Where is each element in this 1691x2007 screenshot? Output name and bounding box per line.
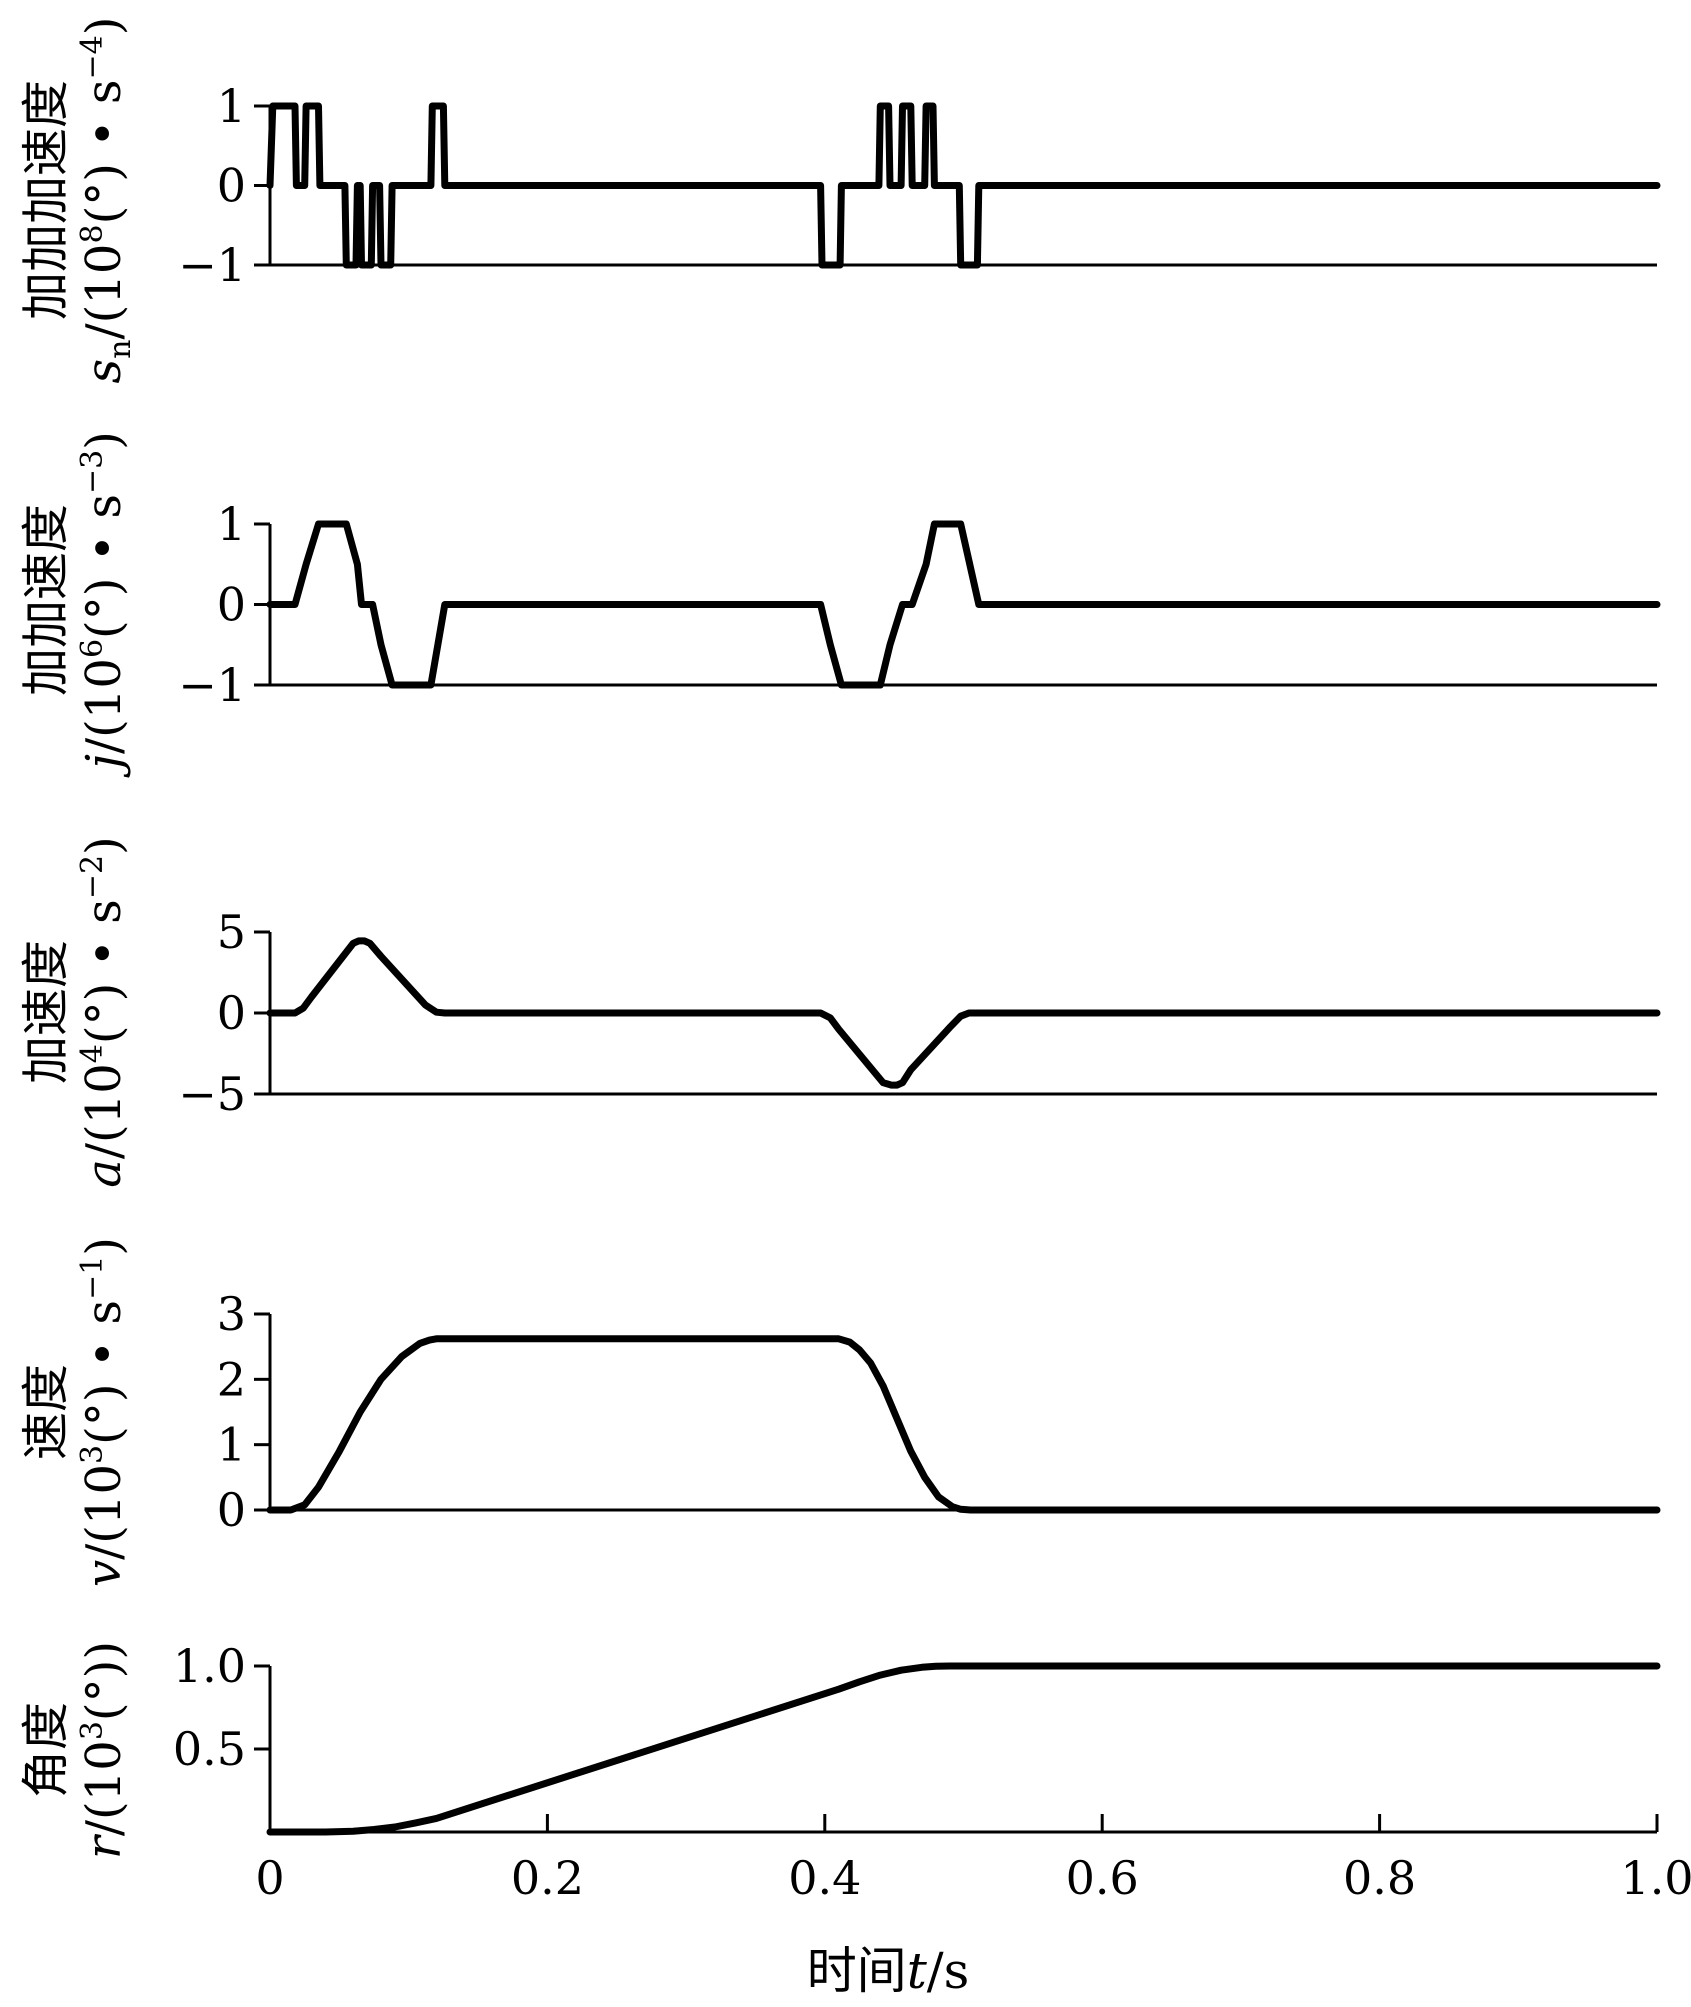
panel-velocity-ytick-label: 3 (217, 1287, 246, 1341)
ylabel-part: ) (76, 836, 132, 855)
panel-velocity-ylabel: 速度v/(103(°) • s−1) (18, 1237, 132, 1587)
panel-snap-ytick-label: −1 (178, 238, 246, 292)
ylabel-part: −4 (75, 35, 110, 79)
ylabel-part: 6 (75, 639, 110, 658)
ylabel-part: r (76, 1833, 132, 1859)
x-tick-label: 1.0 (1620, 1851, 1691, 1905)
x-axis-label-cn: 时间 (807, 1942, 907, 2000)
x-tick-label: 0.6 (1066, 1851, 1139, 1905)
x-axis-label: 时间t/s (807, 1942, 970, 2000)
ylabel-part: ) (76, 17, 132, 36)
x-tick-label: 0.8 (1343, 1851, 1416, 1905)
ylabel-part: 8 (75, 224, 110, 243)
ylabel-part: −2 (75, 855, 110, 899)
panel-acceleration-ylabel-cn: 加速度 (18, 940, 74, 1084)
panel-acceleration-ytick-label: 5 (217, 905, 246, 959)
ylabel-part: v (76, 1560, 132, 1587)
ylabel-part: /(10 (76, 1740, 132, 1836)
ylabel-part: /(10 (76, 658, 132, 754)
panel-velocity-ytick-label: 1 (217, 1418, 246, 1472)
panel-jerk-ytick-label: −1 (178, 658, 246, 712)
panel-angle-ylabel-cn: 角度 (18, 1702, 74, 1798)
x-axis: 0 0.2 0.4 0.6 0.8 1.0 (255, 1814, 1691, 1905)
panel-angle-ylabel: 角度r/(103(°)) (18, 1641, 132, 1859)
ylabel-part: −3 (75, 450, 110, 494)
ylabel-part: (°) • s (76, 494, 132, 639)
panel-velocity-ylabel-unit: v/(103(°) • s−1) (75, 1237, 132, 1587)
panel-velocity-series-line (266, 1335, 1661, 1514)
x-tick-label: 0 (255, 1851, 284, 1905)
x-tick-label: 0.2 (511, 1851, 584, 1905)
ylabel-part: −1 (75, 1256, 110, 1300)
panel-snap-ytick-label: 1 (217, 79, 246, 133)
panel-snap-series-line (266, 102, 1661, 269)
panel-acceleration-ylabel-unit: a/(104(°) • s−2) (75, 836, 132, 1188)
panel-angle-ytick-label: 0.5 (173, 1722, 246, 1776)
panel-jerk-series-line (266, 520, 1661, 689)
panel-angle-ylabel-unit: r/(103(°)) (75, 1641, 132, 1859)
x-axis-label-unit: /s (927, 1942, 970, 2000)
panel-acceleration-ytick-label: −5 (178, 1067, 246, 1121)
x-axis-label-var: t (907, 1942, 928, 2000)
panel-velocity-ytick-label: 2 (217, 1352, 246, 1406)
ylabel-part: 3 (75, 1445, 110, 1464)
ylabel-part: s (76, 359, 132, 384)
panel-angle-ytick-label: 1.0 (173, 1639, 246, 1693)
ylabel-part: j (76, 754, 132, 778)
panel-angle-series-line (266, 1662, 1661, 1836)
panel-snap-ylabel-unit: sn/(108(°) • s−4) (75, 17, 138, 384)
ylabel-part: /(10 (76, 1464, 132, 1560)
ylabel-part: 4 (75, 1044, 110, 1063)
panel-snap-ylabel-cn: 加加加速度 (18, 80, 74, 320)
panel-velocity-ylabel-cn: 速度 (18, 1364, 74, 1460)
ylabel-part: 3 (75, 1721, 110, 1740)
ylabel-part: n (103, 340, 138, 359)
ylabel-part: ) (76, 1237, 132, 1256)
ylabel-part: (°) • s (76, 80, 132, 225)
panel-jerk-ytick-label: 1 (217, 497, 246, 551)
ylabel-part: a (76, 1159, 132, 1188)
ylabel-part: (°)) (76, 1641, 132, 1721)
panel-acceleration-series-line (266, 937, 1661, 1089)
panel-jerk-ylabel-unit: j/(106(°) • s−3) (75, 431, 132, 778)
panel-velocity-ytick-label: 0 (217, 1483, 246, 1537)
ylabel-part: /(10 (76, 1063, 132, 1159)
ylabel-part: /(10 (76, 244, 132, 340)
panel-jerk-ytick-label: 0 (217, 578, 246, 632)
ylabel-part: (°) • s (76, 899, 132, 1044)
panel-jerk-ylabel-cn: 加加速度 (18, 504, 74, 696)
panel-acceleration-ytick-label: 0 (217, 986, 246, 1040)
ylabel-part: (°) • s (76, 1300, 132, 1445)
x-tick-label: 0.4 (788, 1851, 861, 1905)
panel-snap-ytick-label: 0 (217, 159, 246, 213)
ylabel-part: ) (76, 431, 132, 450)
